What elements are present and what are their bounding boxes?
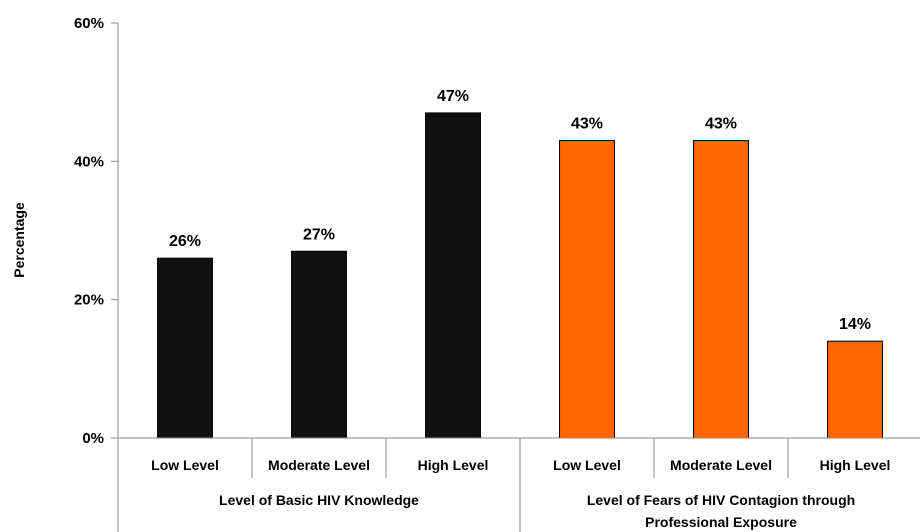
y-axis-label: Percentage (11, 202, 27, 278)
x-tick-label: Moderate Level (670, 457, 772, 473)
y-tick-label: 20% (74, 292, 104, 309)
bar (425, 112, 481, 439)
y-tick-label: 40% (74, 153, 104, 170)
data-label: 14% (839, 316, 871, 333)
bars: 26% 27% 47% 43% 43% 14% (157, 88, 883, 439)
group-label: Professional Exposure (645, 514, 797, 530)
bar (693, 140, 749, 439)
bar (827, 340, 883, 439)
y-tick-label: 0% (82, 430, 104, 447)
bar (559, 140, 615, 439)
data-label: 47% (437, 88, 469, 105)
x-tick-label: High Level (418, 457, 489, 473)
group-label: Level of Fears of HIV Contagion through (587, 492, 855, 508)
x-tick-label: Moderate Level (268, 457, 370, 473)
group-label: Level of Basic HIV Knowledge (219, 492, 419, 508)
x-tick-label: Low Level (151, 457, 219, 473)
data-label: 43% (705, 116, 737, 133)
y-tick-label: 60% (74, 15, 104, 32)
x-tick-label: Low Level (553, 457, 621, 473)
data-label: 26% (169, 233, 201, 250)
x-axis: Low Level Moderate Level High Level Low Lev… (117, 437, 920, 532)
x-tick-label: High Level (820, 457, 891, 473)
data-label: 27% (303, 226, 335, 243)
y-axis: 0% 20% 40% 60% (74, 15, 119, 447)
bar (291, 250, 347, 439)
data-label: 43% (571, 116, 603, 133)
bar (157, 257, 213, 439)
